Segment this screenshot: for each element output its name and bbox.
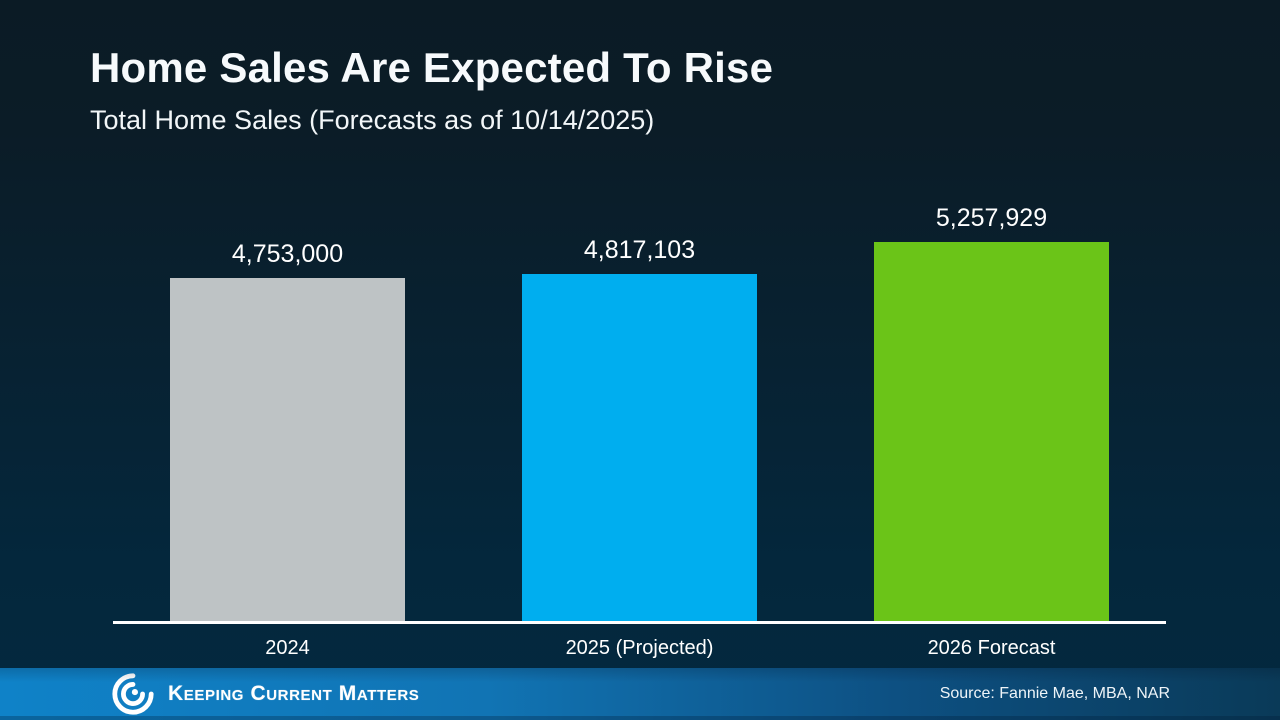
bar-group-2024: 4,753,000	[170, 240, 405, 621]
bar-value-label: 5,257,929	[935, 204, 1048, 232]
bar	[874, 242, 1109, 621]
kcm-logo-icon	[112, 673, 154, 715]
bars-row: 4,753,000 4,817,103 5,257,929	[113, 204, 1166, 621]
brand-name: Keeping Current Matters	[168, 682, 420, 705]
footer-bar: Keeping Current Matters Source: Fannie M…	[0, 668, 1280, 720]
x-axis-line	[113, 621, 1166, 624]
brand: Keeping Current Matters	[110, 671, 419, 717]
bar	[170, 278, 405, 621]
bar	[522, 274, 757, 621]
page-title: Home Sales Are Expected To Rise	[90, 44, 774, 91]
bar-group-2025 (Projected): 4,817,103	[522, 236, 757, 621]
x-labels-row: 2024 2025 (Projected) 2026 Forecast	[113, 637, 1166, 660]
page-subtitle: Total Home Sales (Forecasts as of 10/14/…	[90, 105, 655, 135]
bar-value-label: 4,753,000	[231, 240, 344, 268]
bar-group-2026 Forecast: 5,257,929	[874, 204, 1109, 621]
source-text: Source: Fannie Mae, MBA, NAR	[939, 685, 1170, 702]
x-axis-label: 2025 (Projected)	[565, 637, 714, 659]
x-axis-label: 2026 Forecast	[927, 637, 1056, 659]
x-axis-label: 2024	[265, 637, 310, 659]
bar-value-label: 4,817,103	[583, 236, 696, 264]
